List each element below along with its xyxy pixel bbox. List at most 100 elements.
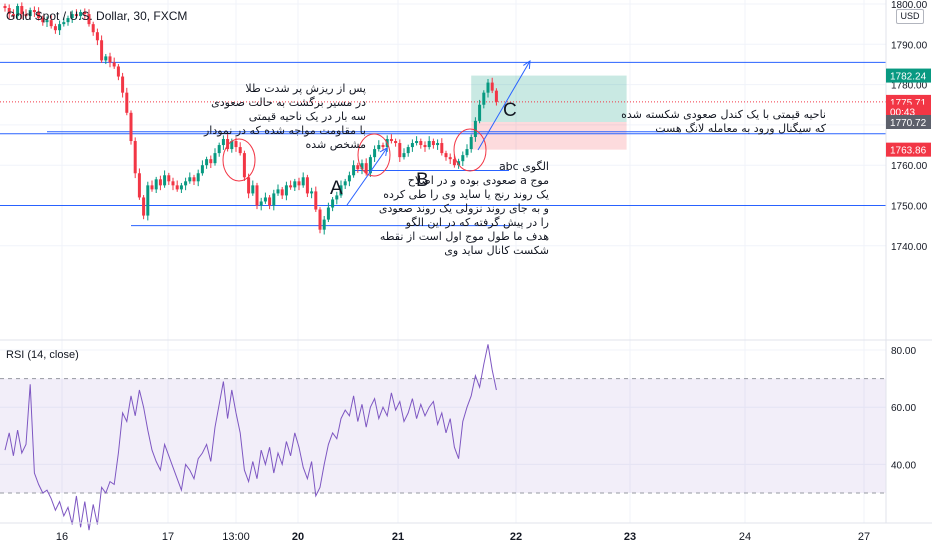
candle-body bbox=[310, 191, 314, 194]
candle-body bbox=[62, 22, 66, 25]
candle-body bbox=[259, 201, 263, 206]
note-resistance: پس از ریزش پر شدت طلا در مسیر برگشت به ح… bbox=[204, 82, 366, 152]
time-tick-label: 21 bbox=[392, 531, 404, 543]
note-line: در مسیر برگشت به حالت صعودی bbox=[211, 96, 366, 109]
candle-body bbox=[163, 175, 167, 186]
wave-label-b: B bbox=[416, 170, 429, 191]
candle-body bbox=[129, 112, 133, 142]
candle-body bbox=[226, 139, 230, 150]
candle-body bbox=[457, 161, 461, 166]
candle-body bbox=[373, 149, 377, 158]
candle-body bbox=[238, 147, 242, 154]
price-tick-label: 1750.00 bbox=[891, 202, 928, 213]
candle-body bbox=[251, 185, 255, 194]
candle-body bbox=[352, 165, 356, 176]
candle-body bbox=[175, 185, 179, 190]
candle-body bbox=[280, 189, 284, 196]
candle-body bbox=[188, 177, 192, 182]
candle-body bbox=[150, 185, 154, 190]
candle-body bbox=[24, 14, 28, 17]
candle-body bbox=[53, 26, 57, 31]
price-tick-label: 1790.00 bbox=[891, 40, 928, 51]
candle-body bbox=[469, 136, 473, 150]
candle-body bbox=[410, 143, 414, 148]
candle-body bbox=[461, 155, 465, 162]
candle-body bbox=[230, 141, 234, 150]
candle-body bbox=[179, 185, 183, 190]
candle-body bbox=[402, 153, 406, 158]
candle-body bbox=[58, 24, 62, 31]
candle-body bbox=[389, 139, 393, 142]
position-tool[interactable] bbox=[471, 75, 627, 150]
candle-body bbox=[381, 145, 385, 148]
candle-body bbox=[263, 197, 267, 202]
price-tick-label: 1800.00 bbox=[891, 0, 928, 11]
candle-body bbox=[32, 10, 36, 13]
candle-body bbox=[171, 181, 175, 186]
candle-body bbox=[494, 90, 498, 102]
candle-body bbox=[20, 6, 24, 15]
candle-body bbox=[209, 159, 213, 164]
price-tick-label: 1780.00 bbox=[891, 81, 928, 92]
candle-body bbox=[335, 195, 339, 200]
candle-body bbox=[116, 66, 120, 77]
candle-body bbox=[45, 20, 49, 23]
wave-label-c: C bbox=[503, 100, 517, 121]
candles bbox=[3, 2, 498, 235]
rsi-tick-label: 80.00 bbox=[891, 346, 916, 357]
symbol-title[interactable]: Gold Spot / U.S. Dollar, 30, FXCM bbox=[6, 9, 188, 23]
candle-body bbox=[83, 12, 87, 15]
candle-body bbox=[490, 82, 494, 91]
candle-body bbox=[108, 56, 112, 63]
rsi-title[interactable]: RSI (14, close) bbox=[6, 349, 79, 361]
candle-body bbox=[217, 145, 221, 154]
candle-body bbox=[284, 185, 288, 196]
candle-body bbox=[247, 177, 251, 194]
arrow-wave-c bbox=[477, 60, 531, 151]
candle-body bbox=[87, 14, 91, 25]
price-badge-label: 1782.24 bbox=[890, 72, 927, 83]
candle-body bbox=[255, 185, 259, 206]
candle-body bbox=[37, 12, 41, 19]
candle-body bbox=[322, 219, 326, 230]
profit-zone bbox=[471, 75, 627, 122]
candle-body bbox=[448, 157, 452, 160]
price-badge bbox=[886, 142, 931, 157]
candle-body bbox=[431, 141, 435, 146]
candle-body bbox=[91, 24, 95, 33]
note-breakout: ناحیه قیمتی با یک کندل صعودی شکسته شده ک… bbox=[621, 108, 826, 136]
note-line: سه بار در یک ناحیه قیمتی bbox=[248, 110, 366, 123]
candle-body bbox=[427, 141, 431, 148]
candle-body bbox=[436, 143, 440, 146]
time-tick-label: 23 bbox=[624, 531, 636, 543]
candle-body bbox=[331, 199, 335, 208]
candle-body bbox=[482, 92, 486, 105]
candle-body bbox=[314, 191, 318, 210]
time-tick-label: 22 bbox=[510, 531, 522, 543]
drawings[interactable] bbox=[222, 60, 531, 206]
candle-body bbox=[7, 8, 11, 15]
candle-body bbox=[368, 157, 372, 174]
candle-body bbox=[423, 145, 427, 148]
candle-body bbox=[473, 120, 477, 137]
price-badge-label: 00:43 bbox=[890, 108, 915, 119]
rsi-pane bbox=[0, 339, 932, 531]
note-line: یک روند رنج یا ساید وی را طی کرده bbox=[383, 188, 549, 201]
candle-body bbox=[276, 189, 280, 194]
currency-badge[interactable]: USD bbox=[896, 9, 924, 24]
candle-body bbox=[49, 20, 53, 27]
candle-body bbox=[3, 6, 7, 9]
note-line: را در پیش گرفته که در این الگو bbox=[405, 216, 549, 229]
candle-body bbox=[41, 18, 45, 23]
candle-body bbox=[326, 207, 330, 220]
price-badge-label: 1775.71 bbox=[890, 98, 927, 109]
highlight-circle bbox=[222, 138, 256, 182]
candle-body bbox=[289, 185, 293, 188]
candle-body bbox=[268, 197, 272, 206]
note-abc-pattern: الگوی abc موج a صعودی بوده و در اصلاح یک… bbox=[379, 160, 549, 258]
note-line: و به جای روند نزولی یک روند صعودی bbox=[378, 202, 549, 215]
candle-body bbox=[213, 153, 217, 164]
candle-body bbox=[356, 165, 360, 170]
